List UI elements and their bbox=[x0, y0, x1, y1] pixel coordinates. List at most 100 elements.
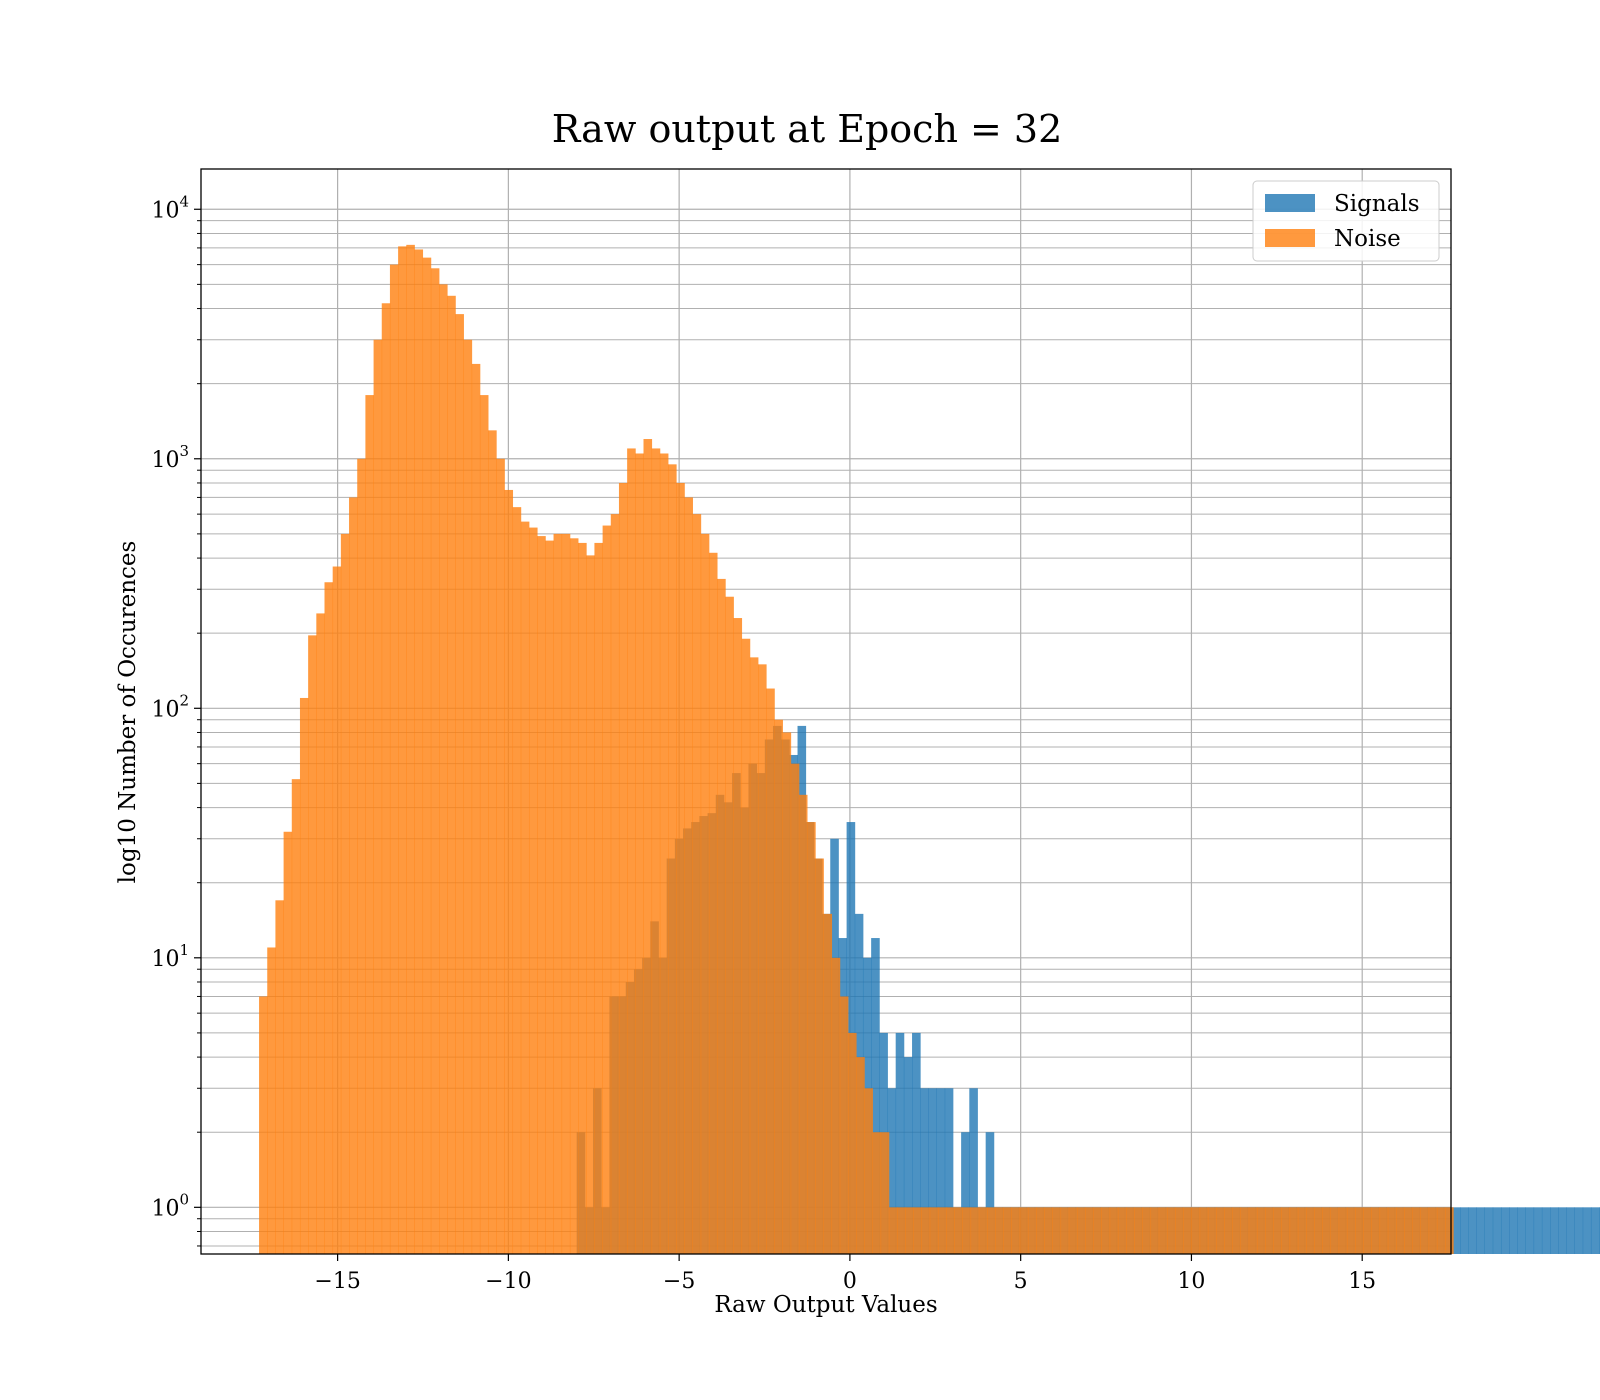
bar-noise bbox=[823, 913, 833, 1254]
bar-noise bbox=[1077, 1207, 1086, 1254]
bar-noise bbox=[815, 858, 824, 1254]
bar-noise bbox=[774, 719, 783, 1254]
bar-signals bbox=[920, 1088, 929, 1254]
bar-noise bbox=[340, 533, 350, 1254]
bar-signals bbox=[887, 1088, 897, 1254]
legend-swatch-noise bbox=[1265, 229, 1315, 247]
bar-noise bbox=[1379, 1207, 1389, 1254]
ticks: −15 −10 −5 0 5 10 15 100 101 102 103 104 bbox=[151, 192, 1376, 1294]
bar-noise bbox=[937, 1207, 947, 1254]
bar-noise bbox=[1306, 1207, 1315, 1254]
bar-noise bbox=[1330, 1207, 1340, 1254]
bar-signals bbox=[961, 1132, 970, 1254]
bar-noise bbox=[1036, 1207, 1045, 1254]
bar-noise bbox=[668, 464, 677, 1255]
bar-signals bbox=[1484, 1207, 1494, 1254]
bar-noise bbox=[275, 900, 284, 1254]
bar-noise bbox=[512, 507, 522, 1254]
bar-noise bbox=[1256, 1207, 1266, 1254]
bar-noise bbox=[610, 514, 620, 1254]
bar-noise bbox=[749, 657, 759, 1254]
bar-noise bbox=[259, 996, 268, 1254]
bar-noise bbox=[700, 533, 710, 1254]
bar-noise bbox=[618, 482, 628, 1255]
bar-signals bbox=[912, 1032, 921, 1254]
bar-noise bbox=[1093, 1207, 1102, 1254]
bar-noise bbox=[978, 1207, 988, 1254]
bar-noise bbox=[569, 538, 579, 1254]
bar-noise bbox=[308, 635, 317, 1254]
y-tick-label: 103 bbox=[151, 442, 189, 473]
bar-noise bbox=[627, 448, 636, 1254]
bar-noise bbox=[1248, 1207, 1258, 1254]
series-noise bbox=[259, 244, 1454, 1255]
x-tick-label: 10 bbox=[1177, 1269, 1205, 1294]
bar-noise bbox=[1175, 1207, 1184, 1254]
bar-noise bbox=[921, 1207, 931, 1254]
bar-noise bbox=[1420, 1207, 1430, 1254]
bar-noise bbox=[676, 482, 685, 1255]
bar-signals bbox=[1492, 1207, 1502, 1254]
bar-noise bbox=[1150, 1207, 1160, 1254]
bar-noise bbox=[790, 763, 800, 1254]
bar-noise bbox=[1011, 1207, 1021, 1254]
bar-noise bbox=[1126, 1207, 1135, 1254]
bar-signals bbox=[1451, 1207, 1461, 1254]
bar-signals bbox=[1509, 1207, 1518, 1254]
bar-noise bbox=[520, 521, 530, 1254]
legend-swatch-signals bbox=[1265, 194, 1315, 212]
bar-noise bbox=[659, 453, 669, 1254]
bar-noise bbox=[1199, 1207, 1209, 1254]
bar-noise bbox=[316, 613, 325, 1254]
bar-noise bbox=[1232, 1207, 1242, 1254]
x-axis-label: Raw Output Values bbox=[714, 1292, 937, 1318]
y-tick-label: 104 bbox=[151, 192, 189, 223]
bar-signals bbox=[1476, 1207, 1486, 1254]
bar-noise bbox=[545, 540, 554, 1254]
bar-signals bbox=[969, 1088, 978, 1254]
bar-noise bbox=[1060, 1207, 1070, 1254]
bar-noise bbox=[1428, 1207, 1438, 1254]
bar-noise bbox=[1158, 1207, 1168, 1254]
bar-noise bbox=[561, 533, 571, 1254]
bar-noise bbox=[1191, 1207, 1201, 1254]
bar-noise bbox=[692, 514, 702, 1254]
y-tick-label: 100 bbox=[151, 1190, 189, 1221]
bar-noise bbox=[504, 489, 514, 1254]
bar-noise bbox=[839, 996, 849, 1254]
bar-noise bbox=[766, 688, 775, 1254]
bar-noise bbox=[1273, 1207, 1282, 1254]
bar-noise bbox=[471, 363, 481, 1254]
bar-noise bbox=[1183, 1207, 1192, 1254]
bar-signals bbox=[871, 938, 880, 1254]
bar-signals bbox=[1566, 1207, 1575, 1254]
bar-noise bbox=[332, 566, 342, 1254]
bar-noise bbox=[1068, 1207, 1078, 1254]
bar-noise bbox=[439, 284, 448, 1254]
bar-noise bbox=[398, 246, 407, 1254]
bar-noise bbox=[1363, 1207, 1372, 1254]
bar-noise bbox=[447, 295, 456, 1254]
bar-signals bbox=[1533, 1207, 1543, 1254]
bar-noise bbox=[880, 1132, 890, 1254]
bar-signals bbox=[936, 1088, 946, 1254]
bar-noise bbox=[651, 448, 661, 1254]
bar-noise bbox=[1216, 1207, 1225, 1254]
y-tick-label: 102 bbox=[151, 691, 189, 722]
bar-noise bbox=[1019, 1207, 1029, 1254]
bar-noise bbox=[1052, 1207, 1062, 1254]
legend: Signals Noise bbox=[1252, 180, 1440, 262]
bar-noise bbox=[1003, 1207, 1012, 1254]
bar-signals bbox=[1517, 1207, 1526, 1254]
x-tick-label: −15 bbox=[314, 1269, 360, 1294]
bar-noise bbox=[1085, 1207, 1094, 1254]
bar-noise bbox=[1265, 1207, 1274, 1254]
bar-noise bbox=[847, 1032, 857, 1254]
bar-noise bbox=[283, 831, 293, 1254]
bar-noise bbox=[635, 453, 644, 1254]
bar-noise bbox=[1445, 1207, 1454, 1254]
plot-frame bbox=[200, 168, 1452, 1255]
bar-signals bbox=[1500, 1207, 1510, 1254]
bar-noise bbox=[643, 439, 653, 1254]
bar-noise bbox=[1281, 1207, 1291, 1254]
